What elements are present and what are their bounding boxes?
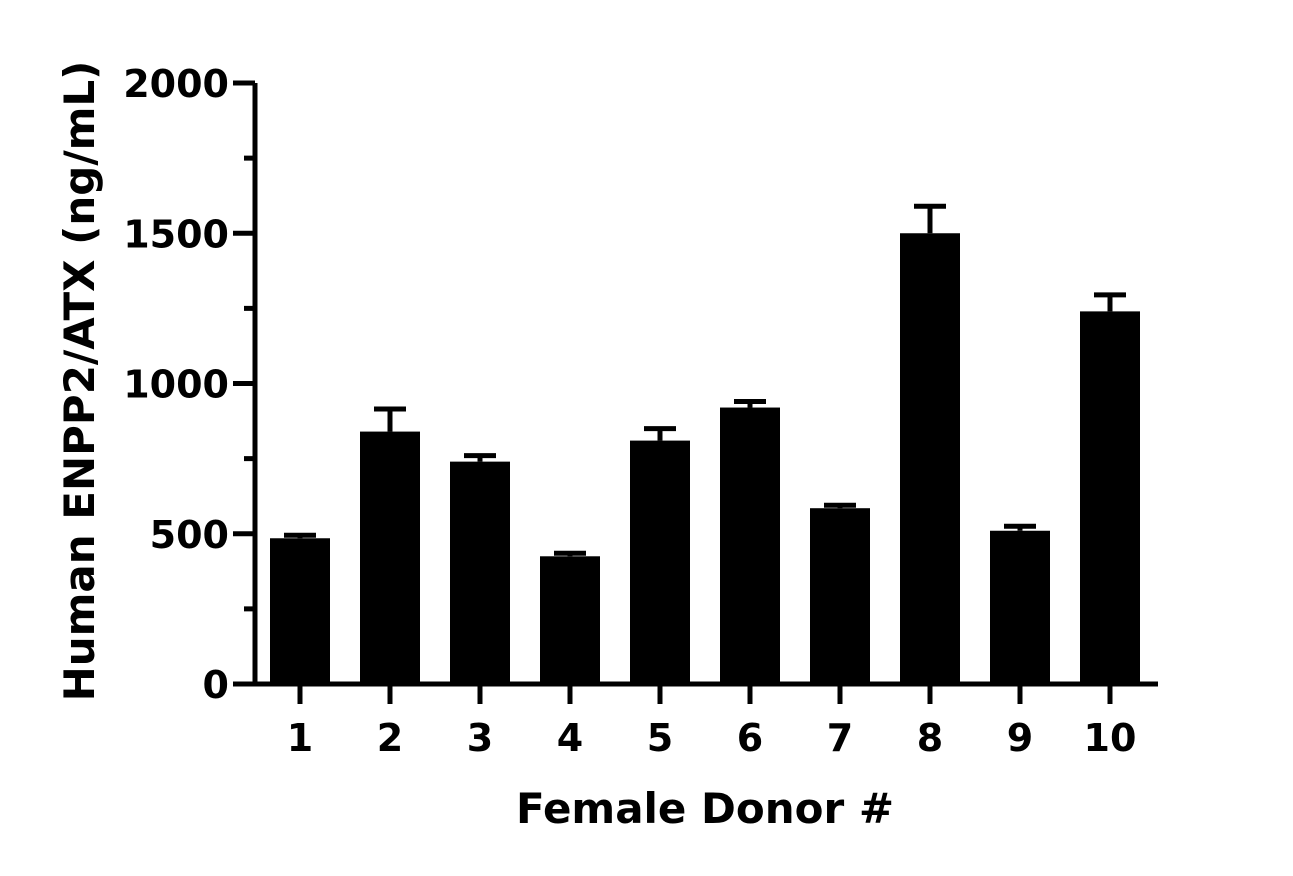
x-ticks-group: 1 2 3 4 5 6 7 8 9 10 <box>287 684 1137 760</box>
x-axis-title: Female Donor # <box>516 784 894 833</box>
bar <box>450 461 510 684</box>
x-tick-label: 4 <box>557 716 583 760</box>
x-tick-label: 9 <box>1007 716 1033 760</box>
y-tick-label: 1500 <box>123 212 229 256</box>
x-tick-label: 3 <box>467 716 493 760</box>
x-tick-label: 5 <box>647 716 673 760</box>
bar <box>360 431 420 684</box>
error-bars-group <box>284 203 1126 557</box>
bar <box>900 233 960 684</box>
bar <box>270 538 330 684</box>
bar <box>630 440 690 684</box>
bars-group <box>270 233 1140 684</box>
x-tick-label: 1 <box>287 716 313 760</box>
x-tick-label: 6 <box>737 716 763 760</box>
y-ticks-group: 0 500 1000 1500 2000 <box>123 62 255 707</box>
bar <box>540 556 600 684</box>
x-tick-label: 2 <box>377 716 403 760</box>
y-tick-label: 500 <box>150 513 229 557</box>
bar <box>990 530 1050 684</box>
bar <box>810 508 870 684</box>
y-tick-label: 1000 <box>123 363 229 407</box>
x-tick-label: 8 <box>917 716 943 760</box>
x-tick-label: 7 <box>827 716 853 760</box>
bar <box>1080 311 1140 684</box>
x-tick-label: 10 <box>1084 716 1137 760</box>
y-tick-label: 0 <box>203 663 229 707</box>
y-axis-title: Human ENPP2/ATX (ng/mL) <box>55 61 104 702</box>
bar <box>720 407 780 684</box>
y-tick-label: 2000 <box>123 62 229 106</box>
